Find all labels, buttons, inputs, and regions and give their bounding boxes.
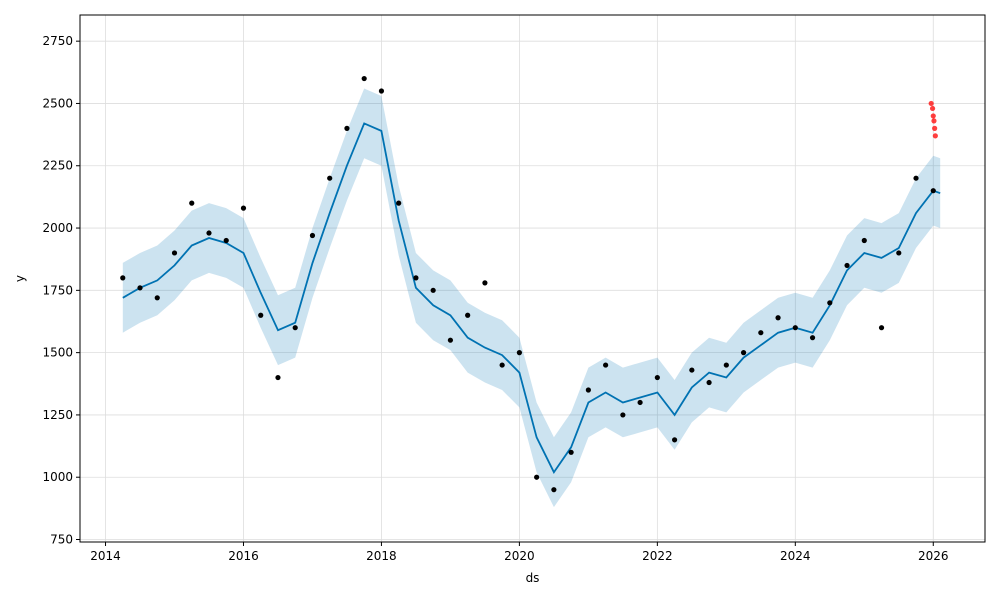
observed-point (603, 362, 609, 368)
forecast-line (122, 122, 941, 474)
observed-point (361, 75, 367, 82)
y-tick-label: 1000 (42, 470, 73, 484)
y-axis-title: y (13, 275, 27, 282)
observed-point (930, 188, 936, 194)
x-axis-title: ds (526, 571, 540, 585)
observed-point (792, 325, 798, 331)
x-tick-label: 2018 (366, 549, 397, 563)
observed-point (809, 335, 816, 341)
observed-point (482, 280, 488, 286)
observed-point (413, 275, 419, 281)
anomaly-point (932, 125, 938, 131)
observed-points (120, 75, 936, 493)
observed-point (275, 374, 281, 381)
observed-point (637, 399, 643, 406)
x-tick-label: 2014 (90, 549, 121, 563)
observed-point (516, 350, 522, 356)
x-tick-label: 2016 (228, 549, 259, 563)
observed-point (913, 175, 919, 181)
observed-point (292, 325, 298, 331)
observed-point (620, 412, 626, 418)
anomaly-point (931, 118, 937, 124)
observed-point (775, 315, 781, 321)
y-tick-label: 2500 (42, 96, 73, 110)
observed-point (378, 88, 385, 94)
observed-point (309, 232, 316, 239)
observed-point (861, 237, 867, 244)
observed-point (344, 125, 350, 131)
observed-point (844, 262, 850, 269)
x-tick-label: 2020 (504, 549, 535, 563)
plot-frame (79, 14, 986, 543)
observed-point (327, 175, 333, 181)
grid-lines (80, 15, 985, 542)
observed-point (223, 237, 229, 244)
x-axis-ticks: 2014 2016 2018 2020 2022 2024 2026 (90, 542, 949, 563)
y-tick-label: 2750 (42, 34, 73, 48)
observed-point (120, 275, 126, 281)
y-tick-label: 1250 (42, 408, 73, 422)
anomaly-point (930, 113, 936, 119)
observed-point (534, 474, 540, 480)
observed-point (206, 230, 212, 236)
observed-point (189, 200, 195, 206)
observed-point (171, 250, 178, 256)
observed-point (499, 362, 505, 368)
observed-point (568, 449, 574, 455)
observed-point (396, 200, 402, 206)
observed-point (896, 250, 902, 256)
y-tick-label: 2000 (42, 221, 73, 235)
observed-point (465, 312, 471, 318)
observed-point (154, 295, 160, 301)
x-tick-label: 2026 (918, 549, 949, 563)
anomaly-point (929, 105, 936, 112)
observed-point (689, 367, 695, 373)
uncertainty-band (122, 88, 941, 508)
observed-point (878, 325, 885, 331)
observed-point (258, 312, 264, 318)
observed-point (551, 487, 557, 493)
observed-point (585, 387, 591, 393)
observed-point (137, 285, 143, 291)
observed-point (740, 350, 747, 356)
y-tick-label: 1500 (42, 346, 73, 360)
x-tick-label: 2024 (780, 549, 811, 563)
x-tick-label: 2022 (642, 549, 673, 563)
observed-point (430, 287, 436, 293)
y-tick-label: 2250 (42, 159, 73, 173)
observed-point (240, 205, 247, 211)
observed-point (723, 362, 729, 368)
observed-point (671, 437, 678, 443)
observed-point (758, 330, 764, 336)
observed-point (654, 374, 660, 381)
observed-point (706, 379, 712, 386)
y-tick-label: 1750 (42, 283, 73, 297)
anomaly-point (928, 100, 934, 107)
observed-point (827, 300, 833, 306)
y-tick-label: 750 (50, 533, 73, 547)
y-axis-ticks: 750 1000 1250 1500 1750 2000 2250 2500 2750 (42, 34, 80, 547)
anomaly-points (928, 100, 938, 139)
anomaly-point (932, 133, 938, 139)
observed-point (447, 337, 454, 343)
